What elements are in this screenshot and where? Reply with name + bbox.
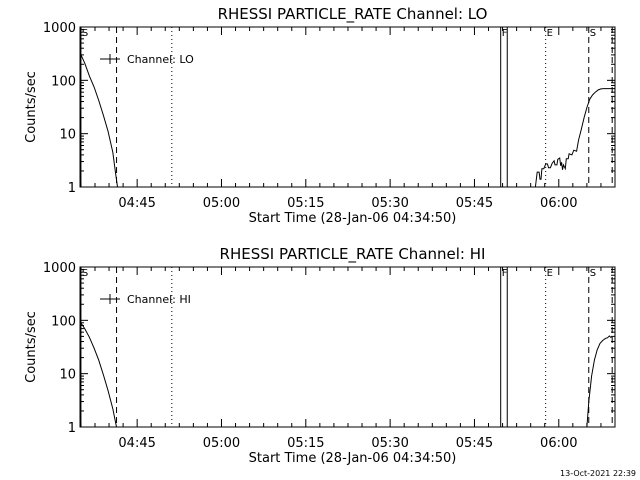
legend-label: Channel: LO [127,53,194,66]
series-line [79,321,117,428]
chart-panel-hi: RHESSI PARTICLE_RATE Channel: HI Start Ti… [24,245,616,466]
x-axis-label: Start Time (28-Jan-06 04:34:50) [249,211,457,226]
series-line [79,52,118,188]
y-tick-label: 10 [59,368,76,383]
x-tick-label: 06:00 [540,196,577,211]
event-marker-label: E [547,268,553,279]
chart-title: RHESSI PARTICLE_RATE Channel: HI [220,245,486,264]
x-tick-label: 05:15 [287,196,324,211]
x-tick-label: 05:00 [203,436,240,451]
y-tick-label: 10 [59,128,76,143]
y-tick-label: 1 [68,421,76,436]
x-tick-label: 05:30 [371,196,408,211]
x-tick-label: 05:15 [287,436,324,451]
x-tick-label: 05:00 [203,196,240,211]
x-tick-label: 05:45 [456,436,493,451]
x-tick-label: 04:45 [118,196,155,211]
y-axis-label: Counts/sec [24,311,39,383]
x-tick-label: 04:45 [118,436,155,451]
event-marker-label: S [590,268,596,279]
x-axis-label: Start Time (28-Jan-06 04:34:50) [249,451,457,466]
plot-frame [79,266,616,428]
y-tick-label: 100 [51,314,76,329]
series-line [534,88,612,188]
chart-title: RHESSI PARTICLE_RATE Channel: LO [218,5,488,24]
y-tick-label: 1 [68,181,76,196]
y-tick-label: 100 [51,74,76,89]
event-marker-label: S [590,28,596,39]
y-tick-label: 1000 [43,21,76,36]
x-tick-label: 05:30 [371,436,408,451]
generation-timestamp: 13-Oct-2021 22:39 [560,469,636,478]
event-marker-label: E [547,28,553,39]
x-tick-label: 06:00 [540,436,577,451]
x-tick-label: 05:45 [456,196,493,211]
event-marker-label: S [82,28,88,39]
event-marker-label: S [82,268,88,279]
event-marker-label: F [502,268,508,279]
legend-label: Channel: HI [127,293,191,306]
plot-frame [79,26,616,188]
series-line [586,335,612,428]
chart-panel-lo: RHESSI PARTICLE_RATE Channel: LO Start Ti… [24,5,616,226]
event-marker-label: F [502,28,508,39]
y-axis-label: Counts/sec [24,71,39,143]
y-tick-label: 1000 [43,261,76,276]
